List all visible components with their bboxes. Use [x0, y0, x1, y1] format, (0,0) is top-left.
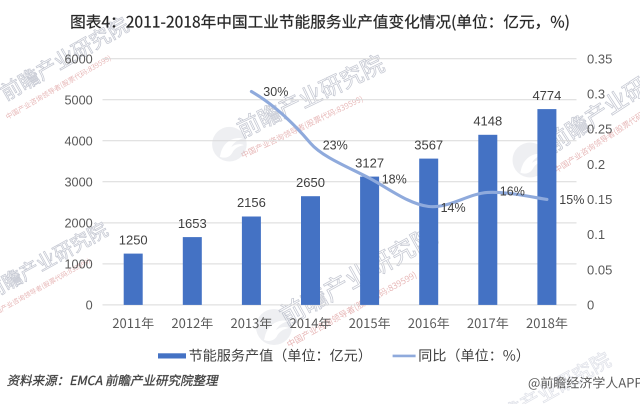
svg-text:0.05: 0.05 — [587, 262, 612, 277]
svg-text:0.1: 0.1 — [587, 227, 605, 242]
svg-text:3567: 3567 — [414, 137, 443, 152]
svg-text:0.3: 0.3 — [587, 87, 605, 102]
svg-text:23%: 23% — [323, 138, 348, 152]
svg-text:1250: 1250 — [119, 232, 148, 247]
svg-text:1653: 1653 — [178, 216, 207, 231]
svg-text:4774: 4774 — [532, 88, 561, 103]
svg-text:18%: 18% — [382, 172, 407, 186]
svg-text:0.2: 0.2 — [587, 157, 605, 172]
svg-text:2000: 2000 — [64, 217, 92, 231]
svg-text:0: 0 — [86, 299, 93, 313]
svg-text:2650: 2650 — [296, 175, 325, 190]
svg-text:3000: 3000 — [64, 175, 92, 189]
svg-text:0.35: 0.35 — [587, 51, 612, 66]
svg-text:0.25: 0.25 — [587, 122, 612, 137]
svg-text:3127: 3127 — [355, 155, 384, 170]
svg-text:6000: 6000 — [64, 52, 92, 66]
svg-text:16%: 16% — [500, 184, 525, 198]
svg-text:4148: 4148 — [473, 114, 502, 129]
svg-text:14%: 14% — [441, 201, 466, 215]
svg-text:0.15: 0.15 — [587, 192, 612, 207]
svg-text:5000: 5000 — [64, 93, 92, 107]
svg-text:1000: 1000 — [64, 258, 92, 272]
svg-text:4000: 4000 — [64, 134, 92, 148]
svg-text:2156: 2156 — [237, 195, 266, 210]
svg-text:30%: 30% — [263, 85, 288, 99]
svg-text:15%: 15% — [559, 193, 584, 207]
svg-text:0: 0 — [587, 298, 594, 313]
